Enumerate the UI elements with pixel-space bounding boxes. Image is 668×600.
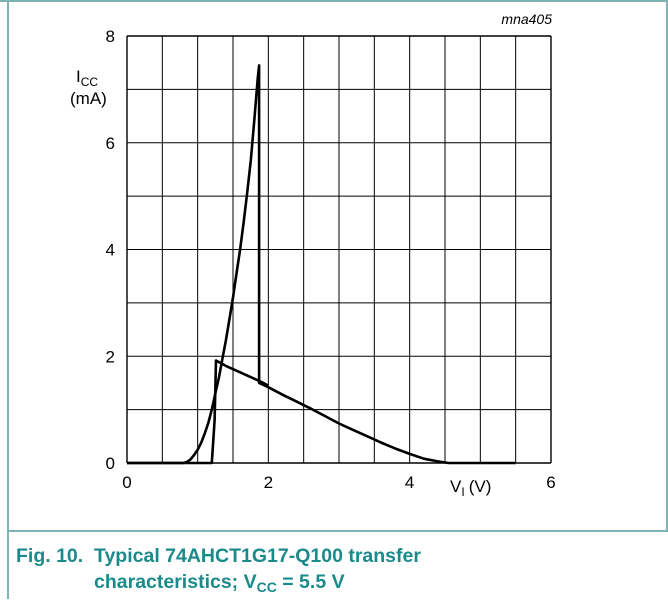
x-tick-label: 4 [405, 473, 414, 492]
y-axis-label: ICC [76, 67, 98, 89]
y-tick-label: 8 [106, 27, 115, 46]
transfer-characteristics-chart: 0 2 4 6 0 2 4 6 8 mna405 ICC (mA) VI (V) [70, 11, 556, 499]
series-line-2 [127, 359, 269, 465]
series-group [127, 64, 516, 465]
x-tick-label: 2 [264, 473, 273, 492]
frame-top-border [0, 0, 668, 2]
series-line-1 [127, 64, 516, 465]
frame-right-border [666, 0, 668, 530]
tick-labels: 0 2 4 6 0 2 4 6 8 [106, 27, 556, 492]
x-tick-label: 6 [546, 473, 555, 492]
x-tick-label: 0 [122, 473, 131, 492]
frame-left-border [7, 0, 9, 599]
x-axis-label: VI (V) [450, 477, 491, 499]
y-tick-label: 4 [106, 241, 115, 260]
y-tick-label: 6 [106, 134, 115, 153]
caption-line-1: Typical 74AHCT1G17-Q100 transfer [94, 545, 421, 567]
y-tick-label: 0 [106, 454, 115, 473]
figure-id-label: mna405 [501, 11, 552, 27]
y-tick-label: 2 [106, 347, 115, 366]
y-axis-unit: (mA) [70, 89, 107, 108]
frame-separator [7, 530, 668, 532]
caption-line-2: characteristics; VCC = 5.5 V [94, 571, 345, 595]
grid [126, 35, 552, 464]
figure-number: Fig. 10. [16, 545, 84, 567]
figure-caption: Fig. 10. Typical 74AHCT1G17-Q100 transfer… [16, 543, 421, 600]
